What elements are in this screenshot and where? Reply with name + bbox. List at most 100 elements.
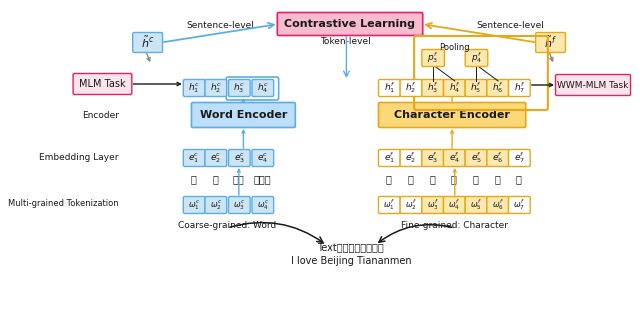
FancyBboxPatch shape [487, 196, 509, 213]
FancyBboxPatch shape [205, 150, 227, 167]
Text: WWM-MLM Task: WWM-MLM Task [557, 81, 628, 90]
Text: $\tilde{h}^f$: $\tilde{h}^f$ [544, 35, 557, 50]
FancyBboxPatch shape [400, 196, 422, 213]
Text: Embedding Layer: Embedding Layer [39, 153, 118, 162]
FancyBboxPatch shape [228, 80, 250, 97]
Text: $h_6^f$: $h_6^f$ [492, 81, 504, 95]
FancyBboxPatch shape [183, 80, 205, 97]
Text: $h_5^f$: $h_5^f$ [470, 81, 482, 95]
FancyBboxPatch shape [556, 74, 630, 96]
Text: 门: 门 [516, 174, 522, 184]
Text: 京: 京 [451, 174, 457, 184]
Text: $e_2^c$: $e_2^c$ [210, 151, 221, 165]
FancyBboxPatch shape [205, 80, 227, 97]
Text: Contrastive Learning: Contrastive Learning [285, 19, 415, 29]
FancyBboxPatch shape [252, 150, 274, 167]
Text: $h_4^f$: $h_4^f$ [449, 81, 460, 95]
FancyBboxPatch shape [422, 150, 444, 167]
FancyBboxPatch shape [400, 80, 422, 97]
Text: $\tilde{h}^c$: $\tilde{h}^c$ [141, 35, 154, 50]
Text: $\omega_7^f$: $\omega_7^f$ [513, 197, 525, 213]
Text: MLM Task: MLM Task [79, 79, 126, 89]
Text: $e_6^f$: $e_6^f$ [492, 151, 503, 165]
Text: $\omega_4^f$: $\omega_4^f$ [449, 197, 460, 213]
Text: $h_1^c$: $h_1^c$ [188, 81, 200, 95]
Text: $h_3^c$: $h_3^c$ [234, 81, 245, 95]
Text: 我: 我 [191, 174, 196, 184]
Text: 天安门: 天安门 [253, 174, 271, 184]
Text: I love Beijing Tiananmen: I love Beijing Tiananmen [291, 256, 412, 266]
FancyBboxPatch shape [487, 80, 509, 97]
FancyBboxPatch shape [183, 150, 205, 167]
FancyBboxPatch shape [191, 102, 295, 127]
FancyBboxPatch shape [378, 196, 400, 213]
Text: $e_3^c$: $e_3^c$ [234, 151, 245, 165]
FancyBboxPatch shape [444, 196, 465, 213]
FancyBboxPatch shape [509, 80, 530, 97]
FancyBboxPatch shape [252, 80, 274, 97]
Text: Character Encoder: Character Encoder [394, 110, 510, 120]
Text: 北: 北 [429, 174, 435, 184]
FancyBboxPatch shape [378, 80, 400, 97]
Text: 我: 我 [386, 174, 392, 184]
Text: $\omega_3^c$: $\omega_3^c$ [233, 198, 245, 212]
FancyBboxPatch shape [465, 196, 487, 213]
Text: 天: 天 [472, 174, 479, 184]
Text: $e_1^f$: $e_1^f$ [384, 151, 395, 165]
Text: $e_5^f$: $e_5^f$ [470, 151, 481, 165]
Text: Text：我爱北京天安门: Text：我爱北京天安门 [317, 242, 384, 252]
FancyBboxPatch shape [277, 13, 423, 36]
Text: $p_3^f$: $p_3^f$ [428, 50, 439, 65]
Text: $e_7^f$: $e_7^f$ [514, 151, 525, 165]
FancyBboxPatch shape [378, 102, 525, 127]
Text: $h_7^f$: $h_7^f$ [514, 81, 525, 95]
FancyBboxPatch shape [536, 32, 566, 53]
FancyBboxPatch shape [73, 74, 132, 94]
Text: $\omega_1^c$: $\omega_1^c$ [188, 198, 200, 212]
Text: $\omega_4^c$: $\omega_4^c$ [257, 198, 269, 212]
Text: $e_4^c$: $e_4^c$ [257, 151, 269, 165]
Text: $\omega_6^f$: $\omega_6^f$ [492, 197, 504, 213]
Text: $\omega_2^f$: $\omega_2^f$ [405, 197, 417, 213]
FancyBboxPatch shape [465, 49, 488, 66]
FancyBboxPatch shape [487, 150, 509, 167]
FancyBboxPatch shape [132, 32, 163, 53]
FancyBboxPatch shape [378, 150, 400, 167]
Text: Token-level: Token-level [320, 38, 371, 47]
FancyBboxPatch shape [444, 150, 465, 167]
Text: Pooling: Pooling [440, 42, 470, 51]
Text: 爱: 爱 [212, 174, 218, 184]
Text: 安: 安 [494, 174, 500, 184]
Text: Multi-grained Tokenization: Multi-grained Tokenization [8, 198, 118, 207]
Text: $e_3^f$: $e_3^f$ [427, 151, 438, 165]
Text: $h_2^f$: $h_2^f$ [405, 81, 417, 95]
Text: 爱: 爱 [408, 174, 413, 184]
Text: Encoder: Encoder [82, 110, 118, 119]
Text: $\omega_5^f$: $\omega_5^f$ [470, 197, 482, 213]
FancyBboxPatch shape [205, 196, 227, 213]
Text: $\omega_1^f$: $\omega_1^f$ [383, 197, 395, 213]
FancyBboxPatch shape [422, 196, 444, 213]
FancyBboxPatch shape [444, 80, 465, 97]
FancyBboxPatch shape [400, 150, 422, 167]
Text: Sentence-level: Sentence-level [186, 22, 254, 30]
Text: $h_1^f$: $h_1^f$ [383, 81, 395, 95]
FancyBboxPatch shape [228, 196, 250, 213]
Text: $e_2^f$: $e_2^f$ [406, 151, 417, 165]
FancyBboxPatch shape [422, 49, 444, 66]
FancyBboxPatch shape [509, 150, 530, 167]
FancyBboxPatch shape [228, 150, 250, 167]
FancyBboxPatch shape [509, 196, 530, 213]
Text: $h_4^c$: $h_4^c$ [257, 81, 269, 95]
Text: $e_1^c$: $e_1^c$ [188, 151, 200, 165]
Text: Fine-grained: Character: Fine-grained: Character [401, 221, 508, 230]
Text: $\omega_2^c$: $\omega_2^c$ [210, 198, 222, 212]
Text: Coarse-grained: Word: Coarse-grained: Word [178, 221, 276, 230]
Text: $p_4^f$: $p_4^f$ [471, 50, 482, 65]
FancyBboxPatch shape [465, 80, 487, 97]
Text: 北京: 北京 [233, 174, 244, 184]
Text: Word Encoder: Word Encoder [200, 110, 287, 120]
FancyBboxPatch shape [183, 196, 205, 213]
FancyBboxPatch shape [252, 196, 274, 213]
Text: Sentence-level: Sentence-level [477, 22, 545, 30]
